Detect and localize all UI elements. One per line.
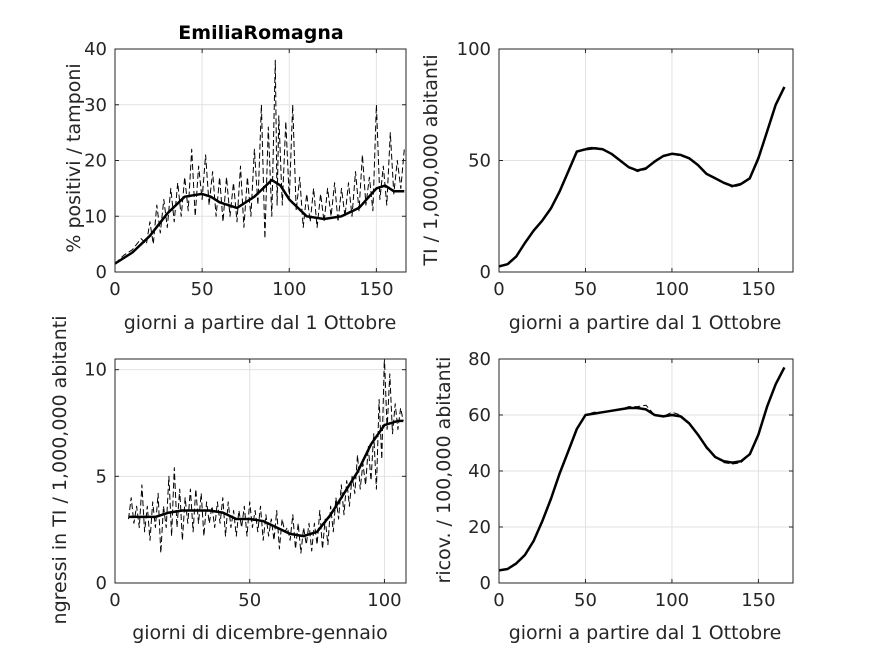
y-tick-label: 80 bbox=[468, 349, 491, 370]
series-line-smoothed bbox=[115, 178, 405, 265]
x-axis-label-ingressi: giorni di dicembre-gennaio bbox=[132, 622, 388, 644]
y-tick-label: 5 bbox=[96, 466, 107, 487]
x-tick-label: 100 bbox=[655, 279, 689, 300]
x-tick-label: 0 bbox=[109, 590, 120, 611]
axes-frame bbox=[114, 358, 407, 584]
x-tick-label: 100 bbox=[272, 279, 306, 300]
y-tick-label: 0 bbox=[480, 573, 491, 594]
y-tick-label: 100 bbox=[457, 39, 491, 60]
series-line-daily bbox=[128, 359, 404, 554]
series-line-smoothed bbox=[128, 419, 404, 538]
panel-ricoveri: 0 50 100 150 0 20 40 60 80 giorni a partire dal … bbox=[433, 349, 794, 644]
y-axis-label-ti: TI / 1,000,000 abitanti bbox=[420, 54, 442, 266]
series-group bbox=[128, 359, 404, 554]
x-tick-label: 50 bbox=[574, 279, 597, 300]
x-axis-label-positivi: giorni a partire dal 1 Ottobre bbox=[124, 312, 397, 334]
x-tick-label: 50 bbox=[574, 590, 597, 611]
chart-title: EmiliaRomagna bbox=[178, 22, 343, 44]
x-tick-label: 100 bbox=[655, 590, 689, 611]
y-tick-label: 0 bbox=[480, 262, 491, 283]
plot-area-ricoveri: 0 50 100 150 0 20 40 60 80 bbox=[468, 349, 794, 611]
series-line-smoothed bbox=[499, 366, 786, 572]
y-tick-label: 20 bbox=[468, 517, 491, 538]
panel-ingressi: 0 50 100 0 5 10 giorni di dicembre-gennaio ng… bbox=[49, 316, 407, 644]
y-axis-label-ricoveri: ricov. / 100,000 abitanti bbox=[433, 357, 455, 584]
x-tick-label: 100 bbox=[367, 590, 401, 611]
y-axis-label-ingressi: ngressi in TI / 1,000,000 abitanti bbox=[49, 316, 71, 625]
series-line-smoothed bbox=[499, 86, 786, 268]
series-line-daily bbox=[115, 59, 405, 264]
x-tick-label: 0 bbox=[493, 279, 504, 300]
series-line-daily bbox=[499, 367, 785, 571]
x-tick-label: 150 bbox=[741, 590, 775, 611]
y-tick-label: 40 bbox=[84, 39, 107, 60]
y-tick-label: 0 bbox=[96, 573, 107, 594]
y-tick-label: 50 bbox=[468, 151, 491, 172]
plot-area-ingressi: 0 50 100 0 5 10 bbox=[84, 358, 407, 611]
x-axis-label-ricoveri: giorni a partire dal 1 Ottobre bbox=[509, 622, 782, 644]
x-tick-label: 150 bbox=[359, 279, 393, 300]
plot-area-positivi: 0 50 100 150 0 10 20 30 40 bbox=[84, 39, 407, 300]
y-tick-label: 10 bbox=[84, 206, 107, 227]
x-tick-label: 0 bbox=[109, 279, 120, 300]
y-tick-label: 30 bbox=[84, 95, 107, 116]
y-axis-label-positivi: % positivi / tamponi bbox=[63, 63, 85, 252]
y-tick-label: 40 bbox=[468, 461, 491, 482]
x-axis-label-ti: giorni a partire dal 1 Ottobre bbox=[509, 312, 782, 334]
panel-ti: 0 50 100 150 0 50 100 giorni a partire dal 1 O… bbox=[420, 39, 794, 334]
series-group bbox=[499, 366, 786, 572]
series-group bbox=[499, 86, 786, 268]
x-tick-label: 150 bbox=[741, 279, 775, 300]
y-tick-label: 60 bbox=[468, 405, 491, 426]
x-tick-label: 50 bbox=[191, 279, 214, 300]
panel-positivi: EmiliaRomagna 0 50 100 150 0 10 20 30 40 giorni … bbox=[63, 22, 407, 334]
x-tick-label: 0 bbox=[493, 590, 504, 611]
y-tick-label: 20 bbox=[84, 151, 107, 172]
x-tick-label: 50 bbox=[238, 590, 261, 611]
plot-area-ti: 0 50 100 150 0 50 100 bbox=[457, 39, 794, 300]
y-tick-label: 10 bbox=[84, 360, 107, 381]
series-group bbox=[115, 59, 405, 265]
y-tick-label: 0 bbox=[96, 262, 107, 283]
